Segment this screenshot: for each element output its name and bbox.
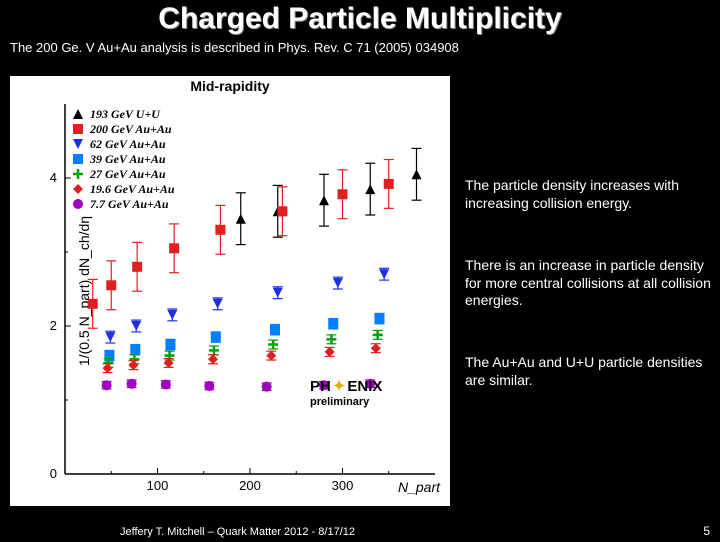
- svg-text:PH✦ENIX: PH✦ENIX: [310, 378, 382, 395]
- svg-text:19.6 GeV Au+Au: 19.6 GeV Au+Au: [90, 182, 175, 196]
- svg-text:N_part: N_part: [398, 479, 441, 495]
- svg-text:39 GeV Au+Au: 39 GeV Au+Au: [89, 152, 166, 166]
- phenix-watermark: PH✦ENIXpreliminary: [310, 378, 382, 408]
- note-text: The particle density increases with incr…: [465, 177, 712, 212]
- note-text: There is an increase in particle density…: [465, 257, 712, 310]
- svg-text:100: 100: [147, 478, 169, 493]
- svg-text:7.7 GeV Au+Au: 7.7 GeV Au+Au: [90, 197, 169, 211]
- series: [103, 330, 382, 368]
- svg-text:2: 2: [50, 318, 57, 333]
- series: [105, 268, 389, 343]
- chart-container: Mid-rapidity 1/(0.5 N_part) dN_ch/dη 100…: [10, 76, 450, 506]
- svg-text:200 GeV Au+Au: 200 GeV Au+Au: [89, 122, 172, 136]
- footer-text: Jeffery T. Mitchell – Quark Matter 2012 …: [120, 526, 355, 538]
- note-text: The Au+Au and U+U particle densities are…: [465, 354, 712, 389]
- slide-number: 5: [703, 524, 710, 538]
- svg-text:62 GeV Au+Au: 62 GeV Au+Au: [90, 137, 166, 151]
- svg-text:4: 4: [50, 170, 57, 185]
- svg-text:300: 300: [332, 478, 354, 493]
- slide-subtitle: The 200 Ge. V Au+Au analysis is describe…: [10, 40, 720, 55]
- svg-text:27 GeV Au+Au: 27 GeV Au+Au: [89, 167, 166, 181]
- series: [236, 148, 422, 244]
- svg-text:preliminary: preliminary: [310, 396, 370, 408]
- series: [104, 313, 384, 360]
- svg-text:0: 0: [50, 466, 57, 481]
- svg-text:193 GeV U+U: 193 GeV U+U: [90, 107, 161, 121]
- series: [103, 343, 381, 373]
- svg-text:200: 200: [239, 478, 261, 493]
- chart-legend: 193 GeV U+U200 GeV Au+Au62 GeV Au+Au39 G…: [73, 107, 175, 211]
- scatter-plot: 100 200 300 N_part 0 2 4 193 GeV U+U200 GeV Au+…: [10, 76, 450, 506]
- slide-title: Charged Particle Multiplicity: [0, 2, 720, 36]
